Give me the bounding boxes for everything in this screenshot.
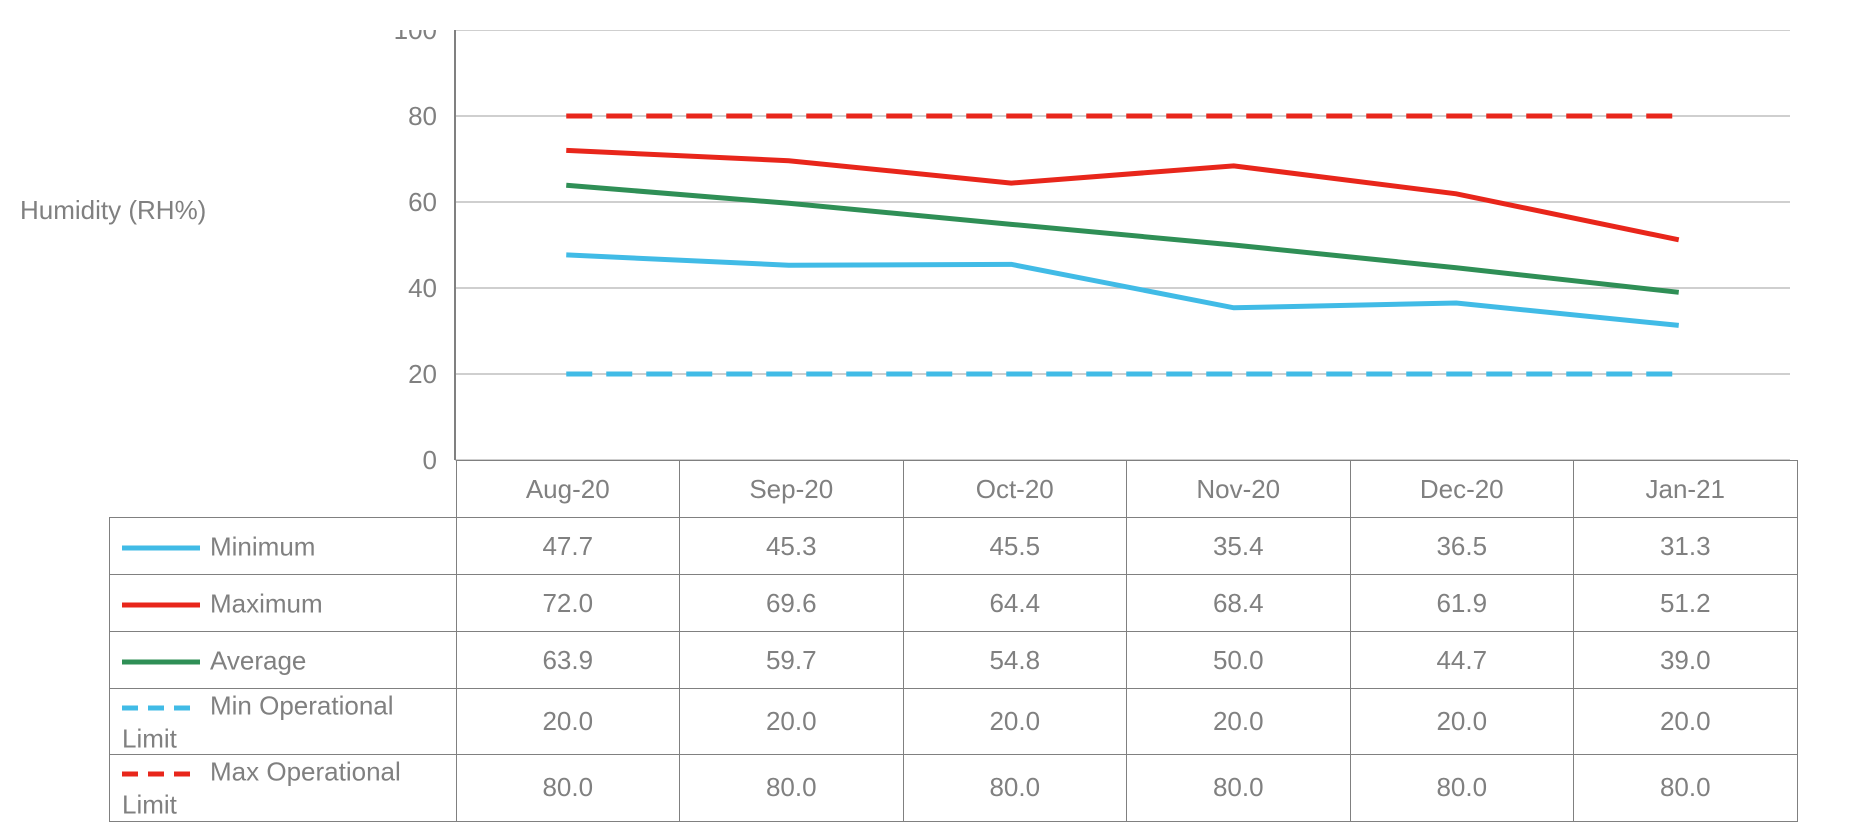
data-cell: 51.2 (1574, 575, 1798, 632)
month-header: Sep-20 (680, 461, 904, 518)
legend-cell-maximum: Maximum (110, 575, 457, 632)
y-tick-label: 100 (394, 30, 437, 45)
legend-header-blank (110, 461, 457, 518)
data-cell: 50.0 (1127, 632, 1351, 689)
month-header: Dec-20 (1350, 461, 1574, 518)
data-cell: 20.0 (1127, 689, 1351, 755)
legend-swatch-maximum (122, 588, 200, 619)
legend-swatch-min_op (122, 691, 200, 722)
month-header: Nov-20 (1127, 461, 1351, 518)
legend-swatch-max_op (122, 757, 200, 788)
data-cell: 80.0 (903, 755, 1127, 821)
data-cell: 68.4 (1127, 575, 1351, 632)
data-cell: 64.4 (903, 575, 1127, 632)
legend-label: Maximum (210, 588, 323, 618)
data-cell: 80.0 (1574, 755, 1798, 821)
legend-cell-average: Average (110, 632, 457, 689)
data-cell: 47.7 (456, 518, 680, 575)
table-row: Maximum 72.069.664.468.461.951.2 (110, 575, 1798, 632)
legend-label: Minimum (210, 531, 315, 561)
data-cell: 80.0 (1350, 755, 1574, 821)
table-body: Minimum 47.745.345.535.436.531.3 Maximum 72… (110, 518, 1798, 822)
y-tick-label: 40 (408, 273, 437, 303)
line-chart: 020406080100 (385, 30, 1790, 470)
table-header-row: Aug-20Sep-20Oct-20Nov-20Dec-20Jan-21 (110, 461, 1798, 518)
data-cell: 35.4 (1127, 518, 1351, 575)
data-cell: 20.0 (680, 689, 904, 755)
legend-cell-minimum: Minimum (110, 518, 457, 575)
legend-swatch-minimum (122, 531, 200, 562)
y-tick-label: 60 (408, 187, 437, 217)
data-cell: 20.0 (1574, 689, 1798, 755)
series-minimum (566, 255, 1679, 326)
data-cell: 80.0 (456, 755, 680, 821)
y-tick-label: 20 (408, 359, 437, 389)
table-row: Max Operational Limit80.080.080.080.080.… (110, 755, 1798, 821)
data-cell: 80.0 (1127, 755, 1351, 821)
legend-label: Average (210, 645, 306, 675)
series-maximum (566, 150, 1679, 239)
data-cell: 69.6 (680, 575, 904, 632)
table-row: Min Operational Limit20.020.020.020.020.… (110, 689, 1798, 755)
y-axis-title: Humidity (RH%) (20, 195, 206, 226)
legend-cell-max_op: Max Operational Limit (110, 755, 457, 821)
data-cell: 20.0 (456, 689, 680, 755)
data-cell: 45.5 (903, 518, 1127, 575)
data-cell: 54.8 (903, 632, 1127, 689)
month-header: Jan-21 (1574, 461, 1798, 518)
data-cell: 45.3 (680, 518, 904, 575)
data-table: Aug-20Sep-20Oct-20Nov-20Dec-20Jan-21 Min… (109, 460, 1798, 822)
data-cell: 80.0 (680, 755, 904, 821)
data-cell: 39.0 (1574, 632, 1798, 689)
legend-cell-min_op: Min Operational Limit (110, 689, 457, 755)
chart-container: Humidity (RH%) 020406080100 Aug-20Sep-20… (0, 0, 1868, 820)
data-cell: 61.9 (1350, 575, 1574, 632)
data-cell: 59.7 (680, 632, 904, 689)
data-cell: 31.3 (1574, 518, 1798, 575)
table-row: Average 63.959.754.850.044.739.0 (110, 632, 1798, 689)
data-cell: 36.5 (1350, 518, 1574, 575)
data-cell: 72.0 (456, 575, 680, 632)
month-header: Aug-20 (456, 461, 680, 518)
data-cell: 44.7 (1350, 632, 1574, 689)
y-tick-label: 80 (408, 101, 437, 131)
data-cell: 63.9 (456, 632, 680, 689)
data-cell: 20.0 (903, 689, 1127, 755)
table-row: Minimum 47.745.345.535.436.531.3 (110, 518, 1798, 575)
legend-swatch-average (122, 645, 200, 676)
data-cell: 20.0 (1350, 689, 1574, 755)
month-header: Oct-20 (903, 461, 1127, 518)
